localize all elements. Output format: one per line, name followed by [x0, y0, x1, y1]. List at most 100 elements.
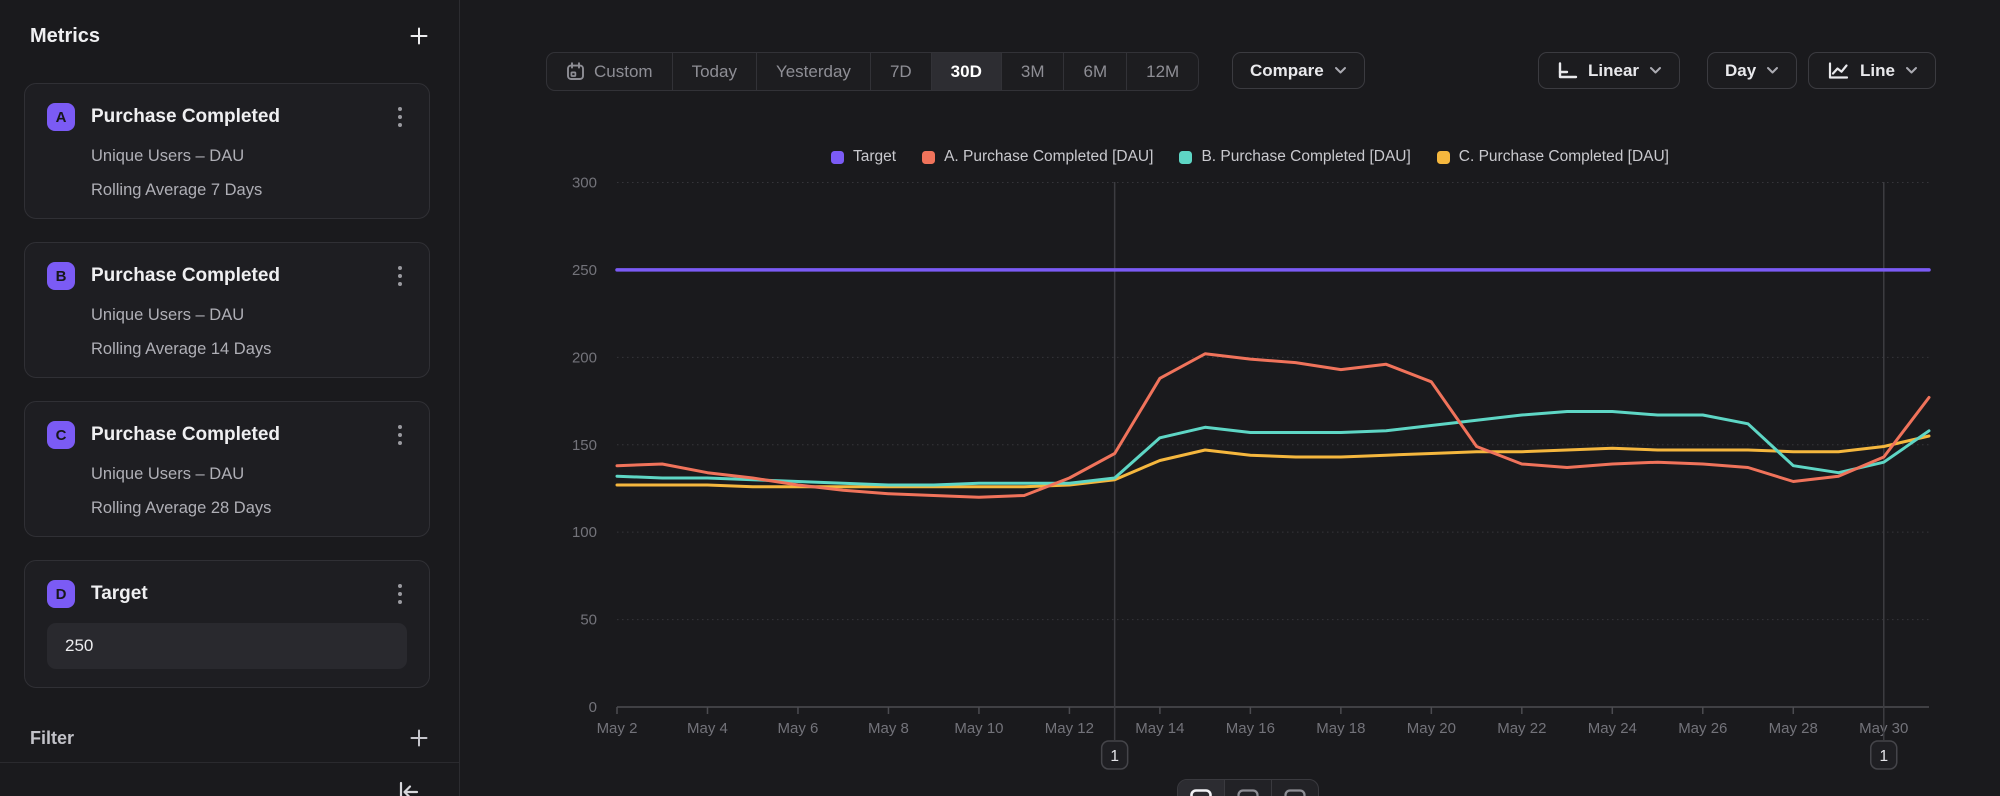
x-axis-tick-label: May 26: [1678, 720, 1727, 737]
x-axis-tick-label: May 18: [1316, 720, 1365, 737]
legend-swatch: [1179, 151, 1192, 164]
view-table-button[interactable]: [1272, 780, 1318, 796]
legend-label: B. Purchase Completed [DAU]: [1201, 148, 1410, 166]
legend-item[interactable]: Target: [831, 148, 896, 166]
y-axis-tick-label: 300: [572, 175, 597, 192]
range-label: 12M: [1146, 62, 1179, 82]
y-axis-tick-label: 200: [572, 349, 597, 366]
range-label: Yesterday: [776, 62, 851, 82]
legend-item[interactable]: C. Purchase Completed [DAU]: [1437, 148, 1669, 166]
x-axis-tick-label: May 28: [1769, 720, 1818, 737]
line-chart-icon: [1826, 61, 1850, 81]
x-axis-tick-label: May 14: [1135, 720, 1184, 737]
annotation-badge[interactable]: 1: [1102, 741, 1128, 769]
chart-type-label: Line: [1860, 61, 1895, 81]
chevron-down-icon: [1905, 66, 1918, 75]
range-label: 30D: [951, 62, 982, 82]
metric-rolling-average-label: Rolling Average 14 Days: [91, 340, 407, 359]
x-axis-tick-label: May 12: [1045, 720, 1094, 737]
chart-type-button[interactable]: Line: [1808, 52, 1936, 89]
chart-legend: Target A. Purchase Completed [DAU] B. Purc…: [600, 146, 1900, 168]
range-label: Custom: [594, 62, 653, 82]
legend-label: A. Purchase Completed [DAU]: [944, 148, 1153, 166]
y-axis-tick-label: 150: [572, 437, 597, 454]
legend-swatch: [831, 151, 844, 164]
view-toggle: [1177, 779, 1319, 796]
calendar-icon: [566, 62, 585, 81]
x-axis-tick-label: May 10: [954, 720, 1003, 737]
metric-title: Purchase Completed: [91, 106, 377, 128]
range-label: 6M: [1083, 62, 1107, 82]
chevron-down-icon: [1649, 66, 1662, 75]
metric-letter-badge: D: [47, 580, 75, 608]
series-line-c: [617, 436, 1929, 487]
add-filter-button[interactable]: [405, 724, 433, 752]
metric-card-d: DTarget: [24, 560, 430, 688]
range-30d[interactable]: 30D: [932, 53, 1002, 90]
view-table-icon: [1283, 788, 1307, 796]
compare-button[interactable]: Compare: [1232, 52, 1365, 89]
metric-options-button[interactable]: [393, 420, 407, 450]
y-axis-tick-label: 50: [580, 612, 597, 629]
view-split-button[interactable]: [1225, 780, 1272, 796]
metric-card-header: B Purchase Completed: [47, 261, 407, 291]
metric-measure-label: Unique Users – DAU: [91, 147, 407, 166]
collapse-sidebar-icon: [396, 780, 422, 796]
kebab-menu-icon: [397, 106, 403, 128]
range-6m[interactable]: 6M: [1064, 53, 1127, 90]
series-line-a: [617, 354, 1929, 497]
metric-measure-label: Unique Users – DAU: [91, 465, 407, 484]
metric-options-button[interactable]: [393, 579, 407, 609]
scale-button[interactable]: Linear: [1538, 52, 1680, 89]
range-label: Today: [692, 62, 737, 82]
legend-item[interactable]: A. Purchase Completed [DAU]: [922, 148, 1153, 166]
range-7d[interactable]: 7D: [871, 53, 932, 90]
metrics-header: Metrics: [30, 20, 433, 52]
metric-card-header: APurchase Completed: [47, 102, 407, 132]
metric-options-button[interactable]: [393, 102, 407, 132]
metric-options-button[interactable]: [393, 261, 407, 291]
filter-section: Filter: [30, 722, 433, 754]
metric-title: Purchase Completed: [91, 265, 377, 287]
legend-item[interactable]: B. Purchase Completed [DAU]: [1179, 148, 1410, 166]
x-axis-tick-label: May 22: [1497, 720, 1546, 737]
annotation-badge-label: 1: [1110, 748, 1119, 765]
legend-swatch: [1437, 151, 1450, 164]
x-axis-tick-label: May 2: [597, 720, 638, 737]
x-axis-tick-label: May 8: [868, 720, 909, 737]
series-line-b: [617, 412, 1929, 486]
sidebar-divider: [0, 762, 459, 763]
annotation-badge[interactable]: 1: [1871, 741, 1897, 769]
kebab-menu-icon: [397, 265, 403, 287]
range-yesterday[interactable]: Yesterday: [757, 53, 871, 90]
range-12m[interactable]: 12M: [1127, 53, 1198, 90]
interval-button[interactable]: Day: [1707, 52, 1797, 89]
metric-title: Purchase Completed: [91, 424, 377, 446]
view-chart-button[interactable]: [1178, 780, 1225, 796]
metrics-sidebar: Metrics APurchase Completed Unique Users …: [0, 0, 460, 796]
metric-letter-badge: B: [47, 262, 75, 290]
range-custom[interactable]: Custom: [547, 53, 673, 90]
target-value-input[interactable]: [47, 623, 407, 669]
y-axis-tick-label: 250: [572, 262, 597, 279]
metric-measure-label: Unique Users – DAU: [91, 306, 407, 325]
annotation-badge-label: 1: [1879, 748, 1888, 765]
metrics-dashboard: 050100150200250300May 2May 4May 6May 8Ma…: [0, 0, 2000, 796]
range-label: 3M: [1021, 62, 1045, 82]
y-axis-tick-label: 100: [572, 524, 597, 541]
metric-rolling-average-label: Rolling Average 28 Days: [91, 499, 407, 518]
add-metric-button[interactable]: [405, 22, 433, 50]
linear-scale-icon: [1556, 61, 1578, 81]
interval-label: Day: [1725, 61, 1756, 81]
x-axis-tick-label: May 24: [1588, 720, 1637, 737]
x-axis-tick-label: May 4: [687, 720, 728, 737]
kebab-menu-icon: [397, 424, 403, 446]
range-3m[interactable]: 3M: [1002, 53, 1065, 90]
metric-card-c: C Purchase Completed Unique Users – DAU Rol…: [24, 401, 430, 537]
metric-card-header: C Purchase Completed: [47, 420, 407, 450]
collapse-sidebar-button[interactable]: [392, 776, 426, 796]
metric-letter-badge: C: [47, 421, 75, 449]
range-today[interactable]: Today: [673, 53, 757, 90]
metric-rolling-average-label: Rolling Average 7 Days: [91, 181, 407, 200]
metric-card-b: B Purchase Completed Unique Users – DAU Rol…: [24, 242, 430, 378]
